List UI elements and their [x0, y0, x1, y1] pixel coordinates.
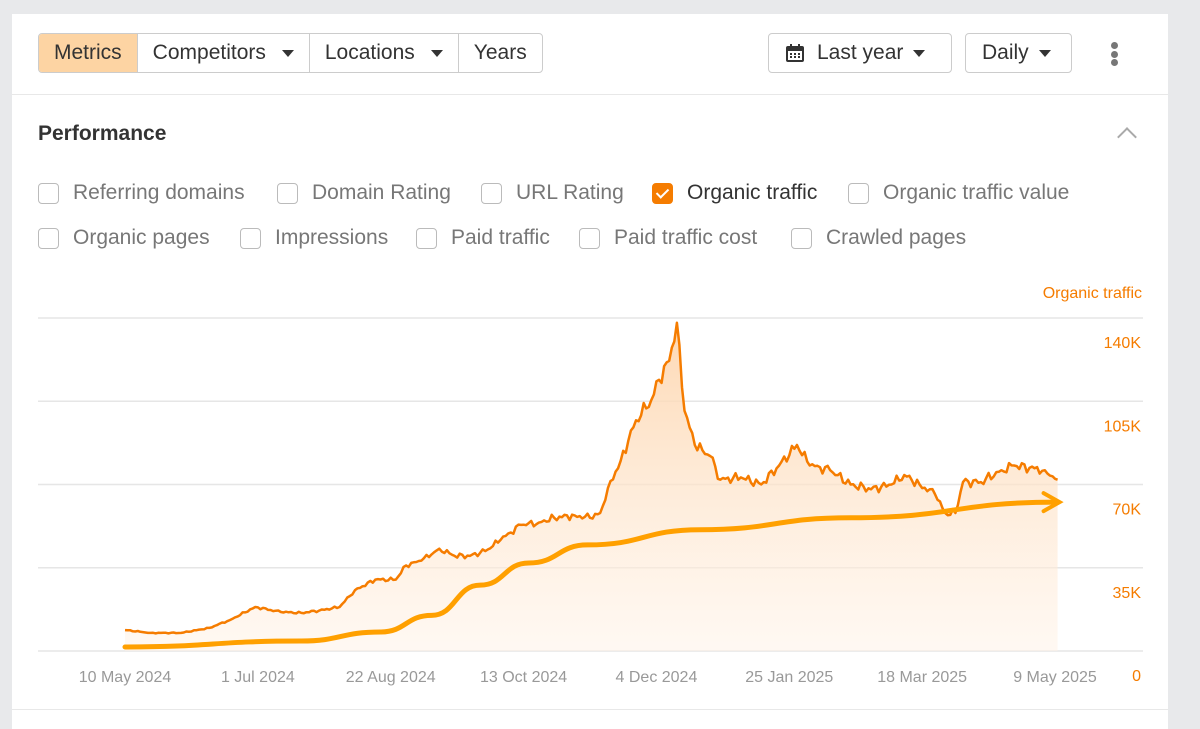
x-tick-label: 10 May 2024: [79, 669, 172, 686]
checkbox-label: Paid traffic cost: [614, 226, 758, 249]
x-tick-label: 25 Jan 2025: [745, 669, 833, 686]
checkbox-label: Referring domains: [73, 181, 245, 204]
tab-locations[interactable]: Locations: [308, 34, 458, 72]
tab-label: Competitors: [152, 41, 266, 64]
trend-line: [122, 499, 1061, 650]
metric-checkbox-domain-rating[interactable]: Domain Rating: [277, 181, 451, 205]
divider: [12, 94, 1168, 95]
tab-label: Metrics: [54, 41, 122, 64]
date-range-label: Last year: [817, 41, 904, 64]
metric-checkbox-crawled-pages[interactable]: Crawled pages: [791, 226, 966, 250]
checkbox-icon: [416, 227, 437, 249]
trend-arrow-icon: [1041, 491, 1064, 514]
caret-down-icon: [430, 49, 443, 57]
checkbox-icon: [579, 227, 600, 249]
organic-traffic-line: [124, 321, 1059, 635]
y-tick-label: 70K: [1113, 502, 1142, 519]
y-tick-label: 35K: [1113, 585, 1142, 602]
caret-down-icon: [1038, 49, 1051, 57]
x-tick-label: 18 Mar 2025: [877, 669, 967, 686]
caret-down-icon: [281, 49, 294, 57]
x-tick-label: 13 Oct 2024: [480, 669, 567, 686]
checkbox-label: Paid traffic: [451, 226, 550, 249]
tab-years[interactable]: Years: [457, 34, 542, 72]
x-tick-label: 22 Aug 2024: [346, 669, 436, 686]
metric-checkbox-paid-traffic[interactable]: Paid traffic: [416, 226, 550, 250]
metric-checkbox-paid-traffic-cost[interactable]: Paid traffic cost: [579, 226, 757, 250]
granularity-dropdown[interactable]: Daily: [965, 33, 1072, 73]
tab-metrics[interactable]: Metrics: [39, 34, 137, 72]
x-tick-label: 1 Jul 2024: [221, 669, 295, 686]
metric-checkbox-url-rating[interactable]: URL Rating: [481, 181, 624, 205]
area-fill: [125, 322, 1058, 651]
checkbox-icon: [240, 227, 261, 249]
y-tick-label: 105K: [1104, 418, 1142, 435]
series-label: Organic traffic: [1043, 285, 1142, 302]
calendar-icon: [786, 44, 804, 62]
checkbox-icon: [652, 182, 673, 204]
checkbox-label: Impressions: [275, 226, 389, 249]
metric-checkbox-organic-traffic-value[interactable]: Organic traffic value: [848, 181, 1069, 205]
tab-label: Locations: [324, 41, 415, 64]
checkbox-label: Crawled pages: [826, 226, 967, 249]
x-tick-label: 4 Dec 2024: [616, 669, 698, 686]
checkbox-label: Organic traffic: [687, 181, 818, 204]
tab-label: Years: [473, 41, 527, 64]
checkbox-icon: [38, 227, 59, 249]
view-tabs: Metrics Competitors Locations Years: [38, 33, 543, 73]
x-tick-label: 9 May 2025: [1013, 669, 1097, 686]
metric-checkbox-impressions[interactable]: Impressions: [240, 226, 388, 250]
checkbox-icon: [38, 182, 59, 204]
checkbox-label: Organic pages: [73, 226, 210, 249]
checkbox-icon: [277, 182, 298, 204]
tab-competitors[interactable]: Competitors: [136, 34, 309, 72]
granularity-label: Daily: [982, 41, 1029, 64]
section-title: Performance: [38, 122, 167, 145]
divider: [12, 709, 1168, 710]
y-tick-label: 140K: [1104, 335, 1142, 352]
checkbox-label: Organic traffic value: [883, 181, 1070, 204]
checkbox-icon: [791, 227, 812, 249]
y-tick-label: 0: [1132, 668, 1141, 685]
metric-checkbox-organic-traffic[interactable]: Organic traffic: [652, 181, 817, 205]
checkbox-label: Domain Rating: [312, 181, 451, 204]
checkbox-label: URL Rating: [516, 181, 624, 204]
checkbox-icon: [848, 182, 869, 204]
date-range-dropdown[interactable]: Last year: [768, 33, 952, 73]
metric-checkbox-referring-domains[interactable]: Referring domains: [38, 181, 245, 205]
metric-checkbox-organic-pages[interactable]: Organic pages: [38, 226, 210, 250]
more-options-icon[interactable]: [1108, 42, 1120, 66]
caret-down-icon: [913, 49, 926, 57]
checkbox-icon: [481, 182, 502, 204]
